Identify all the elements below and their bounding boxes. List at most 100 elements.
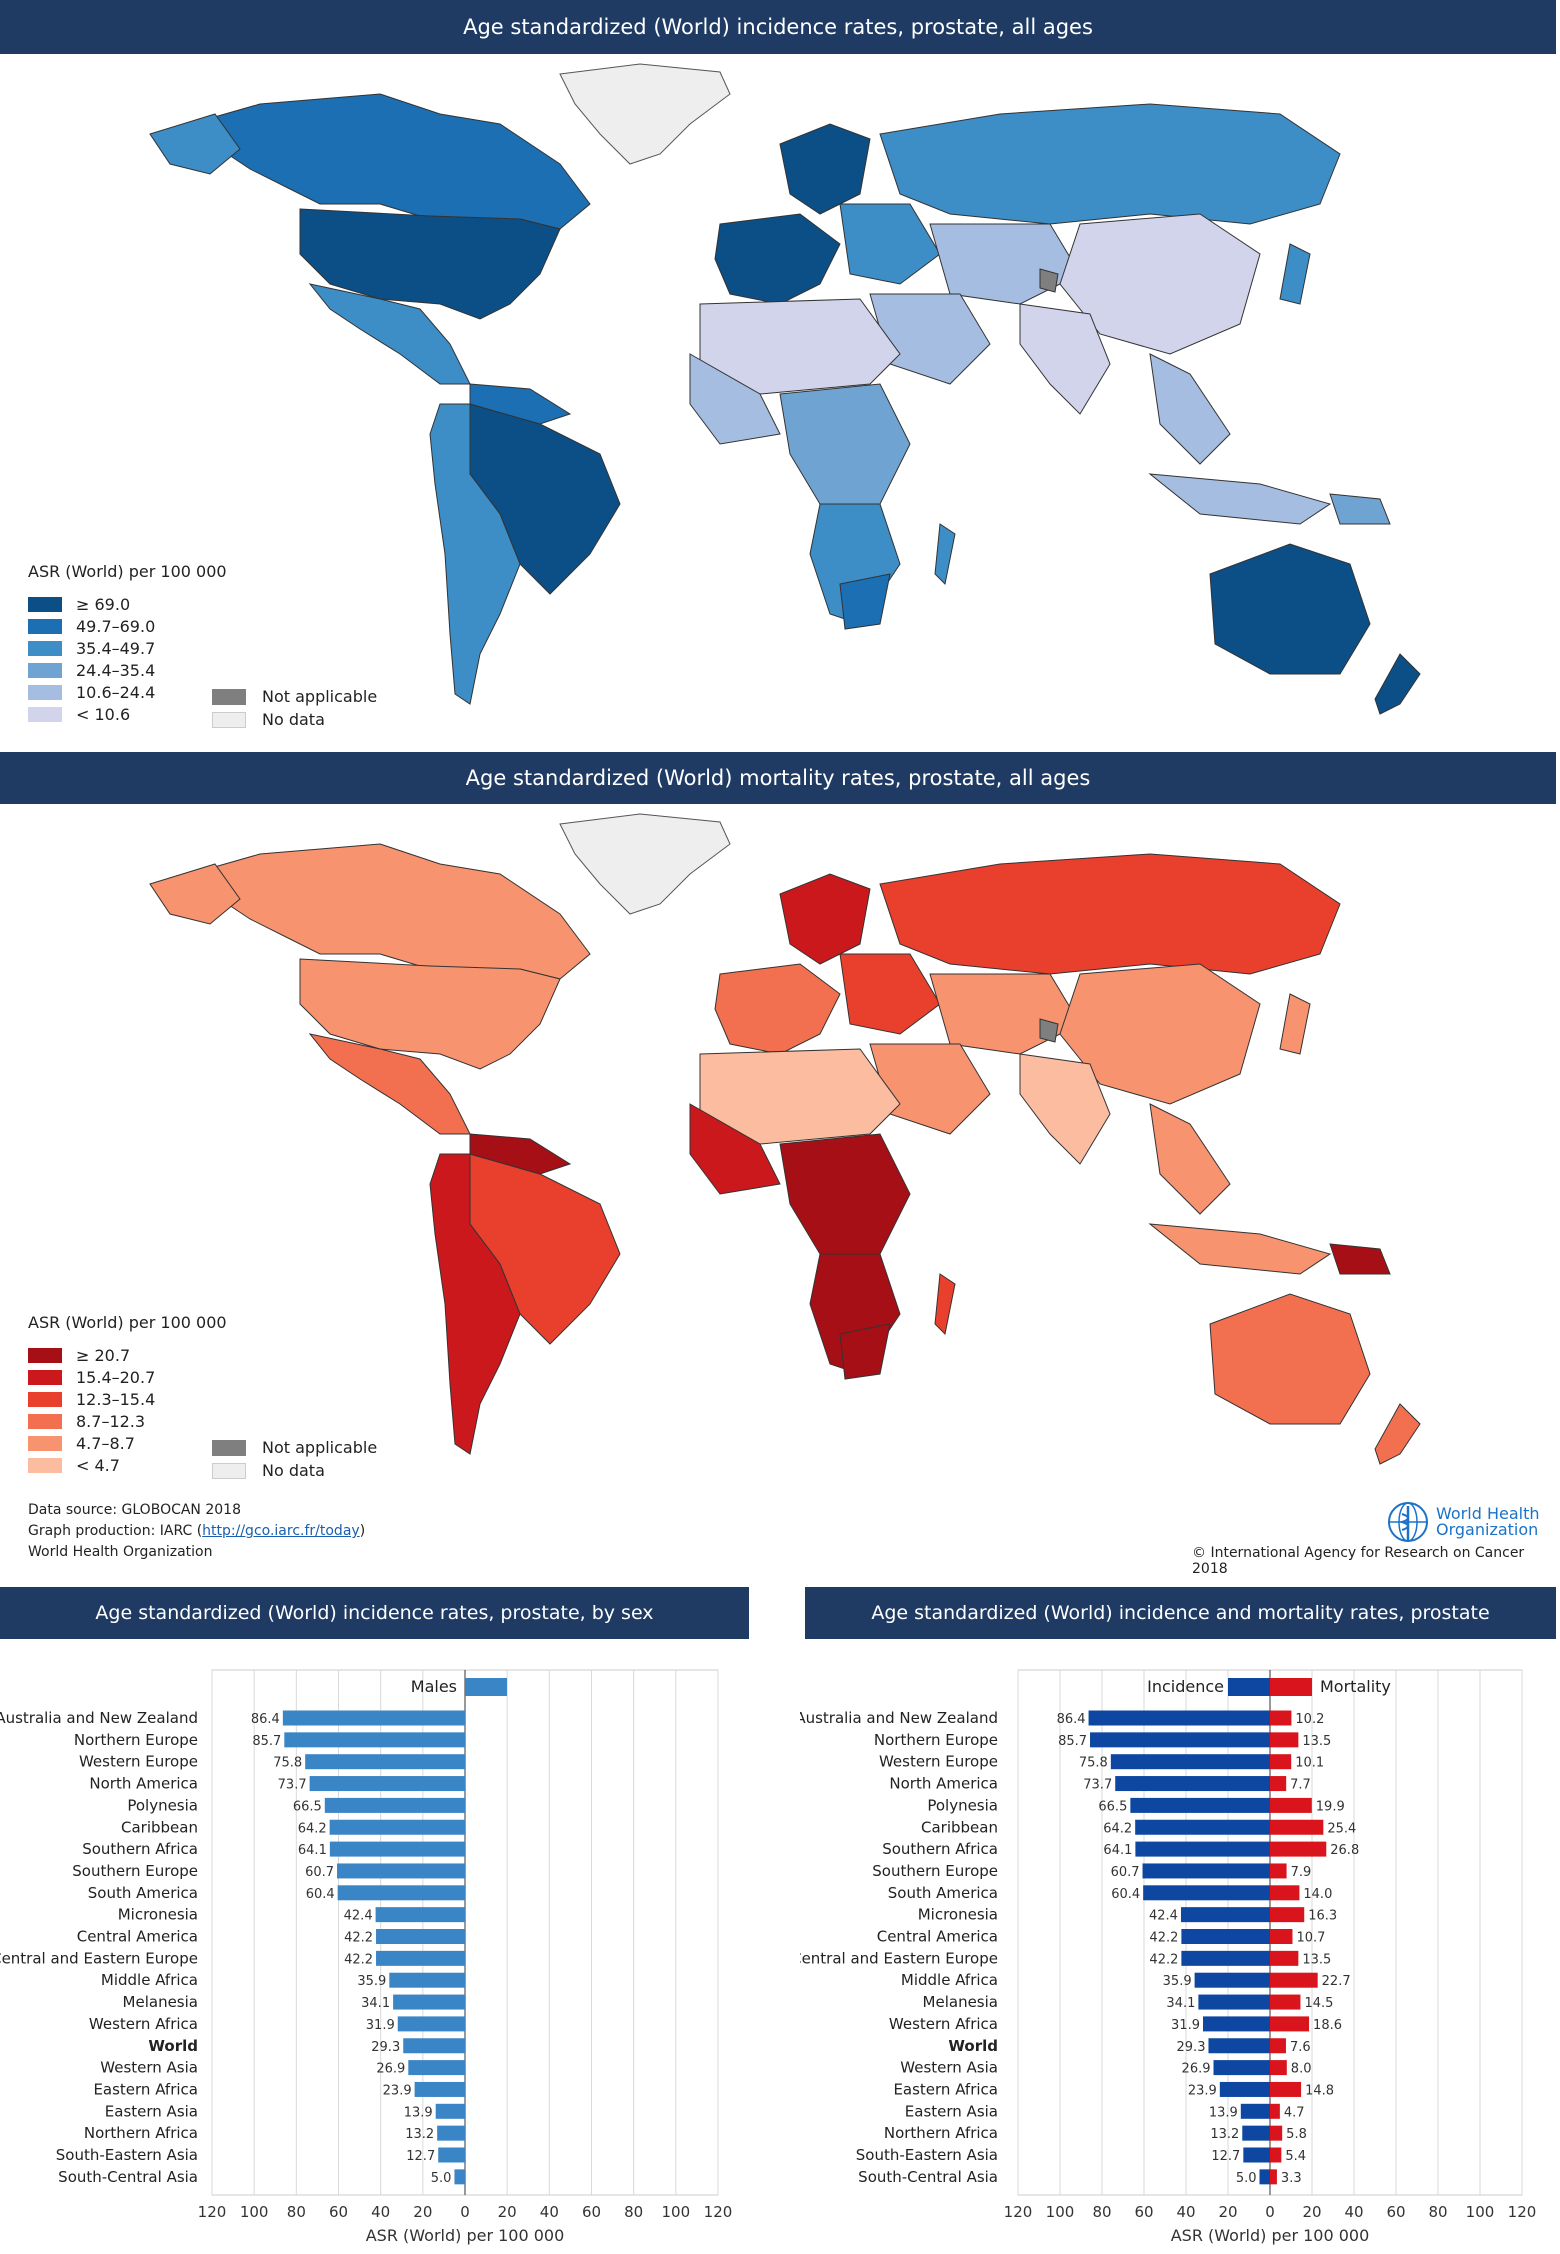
mortality-bar xyxy=(1270,1710,1292,1726)
incidence-bar xyxy=(1135,1841,1270,1857)
mexico xyxy=(308,283,471,385)
category-label: Eastern Asia xyxy=(905,2102,998,2120)
incidence-bar xyxy=(1181,1950,1270,1966)
iarc-link[interactable]: http://gco.iarc.fr/today xyxy=(202,1523,360,1539)
bar-value-label: 26.9 xyxy=(376,2062,405,2077)
x-tick-label: 20 xyxy=(1218,2203,1237,2221)
central-asia xyxy=(929,973,1081,1055)
incidence-legend: ASR (World) per 100 000 ≥ 69.0 49.7–69.0… xyxy=(28,562,227,725)
x-tick-label: 100 xyxy=(1046,2203,1075,2221)
mortality-na-legend: Not applicable No data xyxy=(212,1436,377,1482)
mortality-bar xyxy=(1270,1863,1287,1879)
legend-label: < 4.7 xyxy=(76,1455,120,1475)
legend-males-label: Males xyxy=(411,1677,457,1696)
madagascar xyxy=(934,1273,956,1336)
chart2-title: Age standardized (World) incidence and m… xyxy=(805,1587,1556,1639)
south-africa xyxy=(839,1323,891,1380)
incidence-bar xyxy=(1259,2169,1270,2185)
bar-value-label: 64.1 xyxy=(298,1843,327,1858)
incidence-bar xyxy=(1142,1863,1270,1879)
x-tick-label: 80 xyxy=(1428,2203,1447,2221)
eastern-europe xyxy=(839,203,941,285)
russia xyxy=(879,853,1341,975)
legend-row: 24.4–35.4 xyxy=(28,659,227,681)
indonesia xyxy=(1148,473,1332,525)
category-label: Western Asia xyxy=(900,2059,998,2077)
bar xyxy=(337,1885,465,1901)
no-data-label: No data xyxy=(262,710,325,729)
category-label: Southern Africa xyxy=(882,1840,998,1858)
papua xyxy=(1329,493,1391,525)
bar-value-label: 42.2 xyxy=(344,1952,373,1967)
category-label: North America xyxy=(89,1775,198,1793)
incidence-value-label: 34.1 xyxy=(1166,1996,1195,2011)
bar xyxy=(376,1950,465,1966)
eastern-europe xyxy=(839,953,941,1035)
legend-label: 10.6–24.4 xyxy=(76,682,156,702)
bar xyxy=(337,1863,465,1879)
category-label: Western Europe xyxy=(79,1753,198,1771)
category-label: Southern Europe xyxy=(872,1862,998,1880)
indonesia xyxy=(1148,1223,1332,1275)
incidence-value-label: 64.2 xyxy=(1103,1821,1132,1836)
legend-males-swatch xyxy=(465,1678,507,1696)
legend-label: 15.4–20.7 xyxy=(76,1367,156,1387)
bar xyxy=(408,2060,465,2076)
legend-row: 49.7–69.0 xyxy=(28,615,227,637)
new-zealand xyxy=(1374,653,1421,715)
category-label: North America xyxy=(889,1775,998,1793)
mortality-value-label: 7.7 xyxy=(1290,1778,1311,1793)
category-label: Southern Europe xyxy=(72,1862,198,1880)
mortality-value-label: 10.1 xyxy=(1295,1756,1324,1771)
category-label: Northern Africa xyxy=(84,2124,198,2142)
incidence-value-label: 75.8 xyxy=(1079,1756,1108,1771)
bar-value-label: 42.2 xyxy=(344,1931,373,1946)
category-label: Polynesia xyxy=(927,1796,998,1814)
x-axis-label: ASR (World) per 100 000 xyxy=(366,2226,565,2245)
mortality-bar xyxy=(1270,1929,1293,1944)
incidence-value-label: 12.7 xyxy=(1211,2149,1240,2164)
incidence-map-title: Age standardized (World) incidence rates… xyxy=(0,0,1556,54)
mortality-bar xyxy=(1270,2081,1302,2097)
source-block: Data source: GLOBOCAN 2018 Graph product… xyxy=(28,1500,365,1563)
legend-row: ≥ 20.7 xyxy=(28,1344,227,1366)
mortality-value-label: 4.7 xyxy=(1284,2105,1305,2120)
australia xyxy=(1209,543,1371,675)
incidence-bar xyxy=(1110,1754,1270,1770)
mortality-value-label: 13.5 xyxy=(1302,1734,1331,1749)
legend-swatch xyxy=(28,1435,62,1451)
incidence-bar xyxy=(1240,2103,1270,2119)
category-label: Eastern Africa xyxy=(93,2080,198,2098)
x-tick-label: 80 xyxy=(1092,2203,1111,2221)
x-tick-label: 40 xyxy=(1344,2203,1363,2221)
category-label: Australia and New Zealand xyxy=(0,1709,198,1727)
incidence-bar xyxy=(1219,2081,1270,2097)
india xyxy=(1019,303,1111,415)
bar-value-label: 12.7 xyxy=(406,2149,435,2164)
mortality-bar xyxy=(1270,1950,1299,1966)
bar xyxy=(435,2103,465,2119)
category-label: World xyxy=(948,2037,998,2055)
venezuela-guianas xyxy=(469,383,572,425)
bar-value-label: 13.2 xyxy=(405,2127,434,2142)
incidence-value-label: 86.4 xyxy=(1057,1712,1086,1727)
x-tick-label: 100 xyxy=(240,2203,269,2221)
incidence-bar xyxy=(1181,1929,1270,1944)
bar xyxy=(437,2125,465,2141)
mortality-map-title: Age standardized (World) mortality rates… xyxy=(0,752,1556,804)
bar xyxy=(329,1841,465,1857)
bar xyxy=(375,1907,465,1923)
canada xyxy=(188,93,591,230)
mortality-value-label: 7.9 xyxy=(1291,1865,1312,1880)
category-label: Micronesia xyxy=(918,1906,998,1924)
bar-value-label: 34.1 xyxy=(361,1996,390,2011)
bar-value-label: 5.0 xyxy=(431,2171,452,2186)
madagascar xyxy=(934,523,956,586)
category-label: Western Africa xyxy=(89,2015,198,2033)
legend-label: ≥ 20.7 xyxy=(76,1345,131,1365)
x-tick-label: 60 xyxy=(329,2203,348,2221)
category-label: Central America xyxy=(877,1928,998,1946)
west-africa xyxy=(689,1103,781,1195)
category-label: Northern Africa xyxy=(884,2124,998,2142)
mortality-value-label: 22.7 xyxy=(1322,1974,1351,1989)
